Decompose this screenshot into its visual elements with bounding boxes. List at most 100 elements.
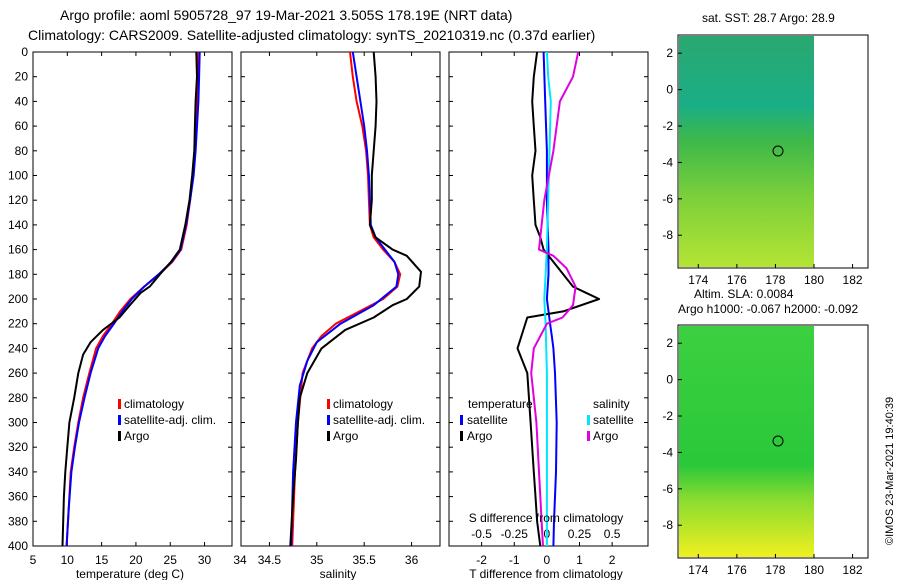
difference-panel [448,51,649,547]
legend-swatch-satellite-adj [327,415,330,425]
legend-label-t-satellite: satellite [467,413,508,427]
legend-swatch-s-satellite [587,415,590,425]
map-lat-label: -6 [662,482,673,496]
map-lon-label: 176 [727,563,747,577]
header-line-1: Argo profile: aoml 5905728_97 19-Mar-202… [60,7,512,23]
map-lon-label: 178 [765,273,785,287]
depth-tick-label: 400 [8,539,28,553]
depth-tick-label: 220 [8,317,28,331]
x-tick-label: 36 [405,553,419,567]
x-tick-label: 5 [30,553,37,567]
depth-tick-label: 280 [8,391,28,405]
legend-label-s-argo: Argo [593,429,619,443]
watermark: ©IMOS 23-Mar-2021 19:40:39 [884,397,896,545]
depth-tick-label: 240 [8,341,28,355]
x2-tick-label: 0.25 [568,527,592,541]
map-lat-label: -8 [662,518,673,532]
map-lat-label: -6 [662,192,673,206]
x-tick-label: -1 [509,553,520,567]
series-layer [61,51,601,547]
legend-label-climatology: climatology [333,397,393,411]
map-lat-label: 2 [666,336,673,350]
legend-swatch-s-argo [587,431,590,441]
legend-title-salinity: salinity [593,397,630,411]
legend-swatch-t-satellite [460,415,463,425]
sla-map-title-2: Argo h1000: -0.067 h2000: -0.092 [678,302,858,316]
map-lat-label: -8 [662,228,673,242]
sla-map-title-1: Altim. SLA: 0.0084 [694,287,794,301]
salinity-xlabel: salinity [320,567,357,580]
sst-map-axes: 174 176 178 180 182 2 0 -2 -4 -6 -8 [662,46,863,287]
legend-swatch-satellite-adj [118,415,121,425]
depth-tick-label: 60 [15,119,29,133]
map-lat-label: 0 [666,373,673,387]
x-tick-label: 15 [95,553,109,567]
x2-tick-label: 0.5 [604,527,621,541]
salinity-legend: climatology satellite-adj. clim. Argo [327,397,425,443]
x-tick-label: 10 [61,553,75,567]
depth-tick-label: 320 [8,440,28,454]
series-satellite-adj-clim- [65,51,201,547]
map-lon-label: 180 [804,273,824,287]
legend-label-argo: Argo [333,429,359,443]
map-lon-label: 174 [688,563,708,577]
header-line-2: Climatology: CARS2009. Satellite-adjuste… [28,27,595,43]
legend-label-argo: Argo [124,429,150,443]
difference-x2label: S difference from climatology [469,511,624,525]
sst-map-argo-marker [772,145,784,157]
legend-swatch-climatology [327,399,330,409]
map-lon-label: 182 [843,563,863,577]
depth-tick-label: 260 [8,366,28,380]
depth-axis: 0 20 40 60 80 100 120 140 160 180 200 220 240 260 280 3… [8,45,648,553]
legend-label-satellite-adj: satellite-adj. clim. [124,413,216,427]
sla-map-field [679,326,814,557]
x-tick-label: 2 [609,553,616,567]
legend-label-climatology: climatology [124,397,184,411]
depth-tick-label: 200 [8,292,28,306]
depth-tick-label: 180 [8,267,28,281]
legend-swatch-argo [327,431,330,441]
depth-tick-label: 380 [8,514,28,528]
depth-tick-label: 20 [15,70,29,84]
x-tick-label: 34.5 [258,553,282,567]
sla-map-argo-marker [772,435,784,447]
series-climatology [291,51,402,547]
x-tick-label: 35.5 [353,553,377,567]
map-lat-label: -2 [662,119,673,133]
x-tick-label: 20 [129,553,143,567]
series-argo [61,51,198,547]
difference-xlabel: T difference from climatology [469,567,623,580]
temperature-legend: climatology satellite-adj. clim. Argo [118,397,216,443]
depth-tick-label: 160 [8,243,28,257]
series-s-argo [530,51,580,547]
depth-tick-label: 340 [8,465,28,479]
legend-swatch-t-argo [460,431,463,441]
sst-map-title: sat. SST: 28.7 Argo: 28.9 [702,11,835,25]
depth-tick-label: 300 [8,416,28,430]
difference-legend: temperature satellite Argo salinity sate… [460,397,634,443]
depth-tick-label: 140 [8,218,28,232]
legend-swatch-argo [118,431,121,441]
depth-tick-label: 360 [8,490,28,504]
map-lat-label: -4 [662,445,673,459]
depth-tick-label: 0 [21,45,28,59]
map-lon-label: 178 [765,563,785,577]
x-axes: 5 10 15 20 25 30 34 34.5 35 35.5 36 -2 -1 0 1 2 -0.5 -0.2… [30,52,621,567]
series-satellite-adj-clim- [290,51,400,547]
map-lon-label: 180 [804,563,824,577]
legend-label-t-argo: Argo [467,429,493,443]
series-argo [289,51,422,547]
sla-map-axes: 174 176 178 180 182 2 0 -2 -4 -6 -8 [662,336,863,577]
x-tick-label: 1 [576,553,583,567]
temperature-xlabel: temperature (deg C) [76,567,184,580]
depth-tick-label: 100 [8,169,28,183]
series-t-argo [516,51,601,547]
x-tick-label: 0 [544,553,551,567]
depth-tick-label: 80 [15,144,29,158]
x-tick-label: 25 [164,553,178,567]
x2-tick-label: -0.25 [501,527,529,541]
map-lat-label: 2 [666,46,673,60]
depth-tick-label: 120 [8,193,28,207]
legend-title-temperature: temperature [468,397,533,411]
map-lon-label: 182 [843,273,863,287]
